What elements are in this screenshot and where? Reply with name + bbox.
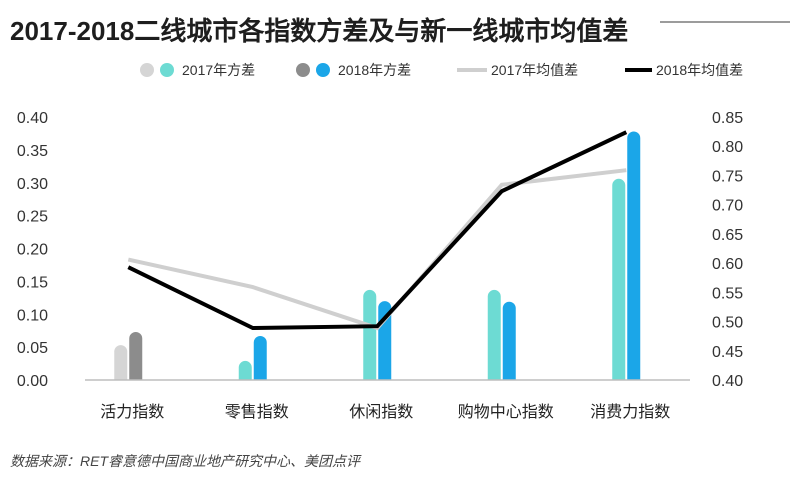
chart-title: 2017-2018二线城市各指数方差及与新一线城市均值差 — [10, 16, 628, 46]
legend-item-2017-mean-diff: 2017年均值差 — [457, 62, 578, 78]
bar-2017-variance-2 — [363, 289, 377, 380]
legend-item-2018-variance: 2018年方差 — [296, 62, 411, 78]
right-tick-label: 0.40 — [712, 373, 743, 390]
bar-2018-variance-3 — [502, 301, 516, 380]
left-tick-label: 0.40 — [17, 110, 48, 127]
left-tick-label: 0.35 — [17, 143, 48, 160]
legend-swatch-2017-variance-gray — [140, 63, 154, 77]
left-tick-label: 0.30 — [17, 176, 48, 193]
line-2018-mean-diff — [127, 130, 628, 331]
series-lines — [127, 130, 628, 331]
left-tick-label: 0.25 — [17, 209, 48, 226]
bars — [114, 131, 641, 380]
left-tick-label: 0.00 — [17, 373, 48, 390]
category-labels: 活力指数 零售指数 休闲指数 购物中心指数 消费力指数 — [100, 403, 670, 421]
right-tick-label: 0.75 — [712, 168, 743, 185]
right-tick-label: 0.45 — [712, 344, 743, 361]
right-tick-label: 0.50 — [712, 315, 743, 332]
left-tick-label: 0.10 — [17, 307, 48, 324]
bar-2017-variance-0 — [114, 345, 128, 380]
legend-label-2018-mean-diff: 2018年均值差 — [656, 62, 743, 78]
right-tick-label: 0.85 — [712, 110, 743, 127]
source-note: 数据来源：RET睿意德中国商业地产研究中心、美团点评 — [10, 453, 362, 469]
bar-2018-variance-4 — [627, 131, 641, 380]
left-axis-ticks: 0.40 0.35 0.30 0.25 0.20 0.15 0.10 0.05 0.00 — [17, 110, 48, 390]
right-tick-label: 0.65 — [712, 227, 743, 244]
left-tick-label: 0.20 — [17, 242, 48, 259]
legend-label-2017-mean-diff: 2017年均值差 — [491, 62, 578, 78]
right-axis-ticks: 0.85 0.80 0.75 0.70 0.65 0.60 0.55 0.50 0.45 0.40 — [712, 110, 743, 390]
category-label: 活力指数 — [100, 403, 164, 421]
category-label: 消费力指数 — [590, 403, 670, 421]
bar-2017-variance-4 — [612, 178, 626, 380]
right-tick-label: 0.60 — [712, 256, 743, 273]
bar-2018-variance-0 — [129, 332, 143, 380]
left-tick-label: 0.15 — [17, 274, 48, 291]
legend: 2017年方差 2018年方差 2017年均值差 2018年均值差 — [140, 62, 743, 78]
legend-item-2018-mean-diff: 2018年均值差 — [625, 62, 743, 78]
legend-swatch-2018-variance-blue — [316, 63, 330, 77]
legend-item-2017-variance: 2017年方差 — [140, 62, 255, 78]
right-tick-label: 0.55 — [712, 285, 743, 302]
bar-2018-variance-1 — [253, 335, 267, 380]
category-label: 零售指数 — [225, 403, 289, 421]
legend-label-2018-variance: 2018年方差 — [338, 62, 411, 78]
category-label: 购物中心指数 — [458, 403, 554, 421]
left-tick-label: 0.05 — [17, 340, 48, 357]
right-tick-label: 0.70 — [712, 198, 743, 215]
bar-2017-variance-1 — [238, 360, 252, 380]
legend-swatch-2017-variance-teal — [160, 63, 174, 77]
legend-label-2017-variance: 2017年方差 — [182, 62, 255, 78]
right-tick-label: 0.80 — [712, 139, 743, 156]
bar-2017-variance-3 — [487, 289, 501, 380]
legend-swatch-2018-variance-gray — [296, 63, 310, 77]
category-label: 休闲指数 — [349, 403, 413, 421]
